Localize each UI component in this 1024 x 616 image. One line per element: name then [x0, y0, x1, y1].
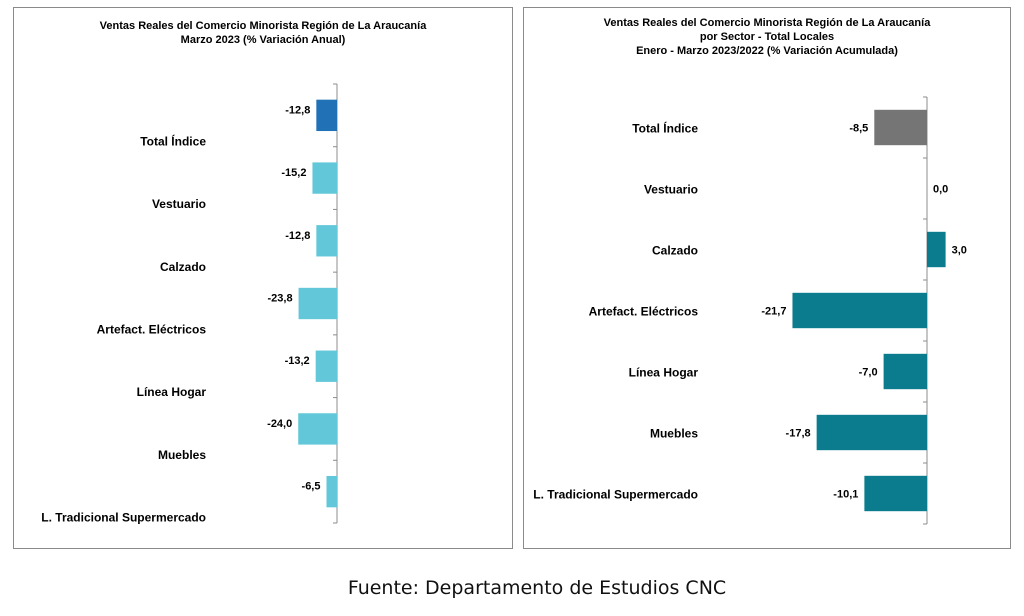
- chart-0-bar: [316, 99, 337, 132]
- chart-0-data-label: -6,5: [302, 481, 321, 493]
- chart-1-bar: [792, 292, 927, 329]
- chart-right-title-line-3: Enero - Marzo 2023/2022 (% Variación Acu…: [636, 45, 898, 57]
- source-footer: Fuente: Departamento de Estudios CNC: [347, 577, 727, 599]
- chart-0-category-label: Calzado: [160, 260, 206, 274]
- chart-1-category-label: Muebles: [650, 427, 698, 441]
- chart-1-bar: [927, 231, 946, 268]
- chart-1-category-label: Calzado: [652, 244, 698, 258]
- chart-right-title: Ventas Reales del Comercio Minorista Reg…: [524, 16, 1010, 58]
- chart-0-data-label: -12,8: [285, 104, 310, 116]
- chart-0-category-label: Línea Hogar: [137, 385, 207, 399]
- chart-1-data-label: 3,0: [952, 245, 967, 257]
- chart-0-data-label: -24,0: [267, 418, 292, 430]
- chart-1-category-label: Línea Hogar: [629, 366, 699, 380]
- chart-0-data-label: -15,2: [281, 167, 306, 179]
- chart-0-bar: [316, 225, 337, 257]
- chart-0-category-label: Artefact. Eléctricos: [97, 323, 207, 337]
- chart-0-bar: [298, 287, 337, 320]
- chart-right-panel: Ventas Reales del Comercio Minorista Reg…: [523, 7, 1011, 549]
- chart-1-bar: [816, 414, 927, 451]
- chart-1-category-label: Vestuario: [644, 183, 698, 197]
- chart-0-bar: [298, 413, 337, 445]
- chart-1-data-label: -7,0: [859, 367, 878, 379]
- chart-right-plot: Total Índice -8,5 Vestuario 0,0 Calzado 3,0 Ar…: [533, 96, 967, 525]
- chart-1-data-label: -8,5: [849, 123, 868, 135]
- chart-1-bar: [883, 353, 927, 390]
- chart-right-title-line-2: por Sector - Total Locales: [699, 31, 835, 43]
- chart-1-category-label: L. Tradicional Supermercado: [533, 488, 698, 502]
- chart-1-data-label: -21,7: [761, 306, 786, 318]
- chart-0-category-label: Total Índice: [140, 133, 206, 148]
- chart-0-data-label: -13,2: [285, 355, 310, 367]
- chart-1-data-label: 0,0: [933, 184, 948, 196]
- chart-left-title-line-1: Ventas Reales del Comercio Minorista Reg…: [99, 20, 427, 32]
- chart-left-plot: Total Índice -12,8 Vestuario -15,2 Calzado -1…: [41, 83, 338, 525]
- chart-right-title-line-1: Ventas Reales del Comercio Minorista Reg…: [603, 17, 931, 29]
- chart-1-category-label: Artefact. Eléctricos: [589, 305, 699, 319]
- chart-1-bar: [864, 475, 927, 512]
- chart-0-bar: [312, 162, 337, 194]
- chart-0-bar: [315, 350, 337, 382]
- chart-0-category-label: L. Tradicional Supermercado: [41, 511, 206, 525]
- chart-left-panel: Ventas Reales del Comercio Minorista Reg…: [13, 7, 513, 549]
- chart-0-data-label: -23,8: [267, 293, 292, 305]
- chart-0-category-label: Muebles: [158, 448, 206, 462]
- chart-0-category-label: Vestuario: [152, 197, 206, 211]
- chart-0-data-label: -12,8: [285, 230, 310, 242]
- chart-1-data-label: -17,8: [786, 428, 811, 440]
- chart-left-title: Ventas Reales del Comercio Minorista Reg…: [14, 19, 512, 47]
- chart-1-bar: [874, 109, 927, 146]
- chart-left-title-line-2: Marzo 2023 (% Variación Anual): [180, 34, 346, 46]
- chart-1-data-label: -10,1: [833, 489, 858, 501]
- chart-1-category-label: Total Índice: [632, 121, 698, 136]
- chart-0-bar: [326, 475, 337, 508]
